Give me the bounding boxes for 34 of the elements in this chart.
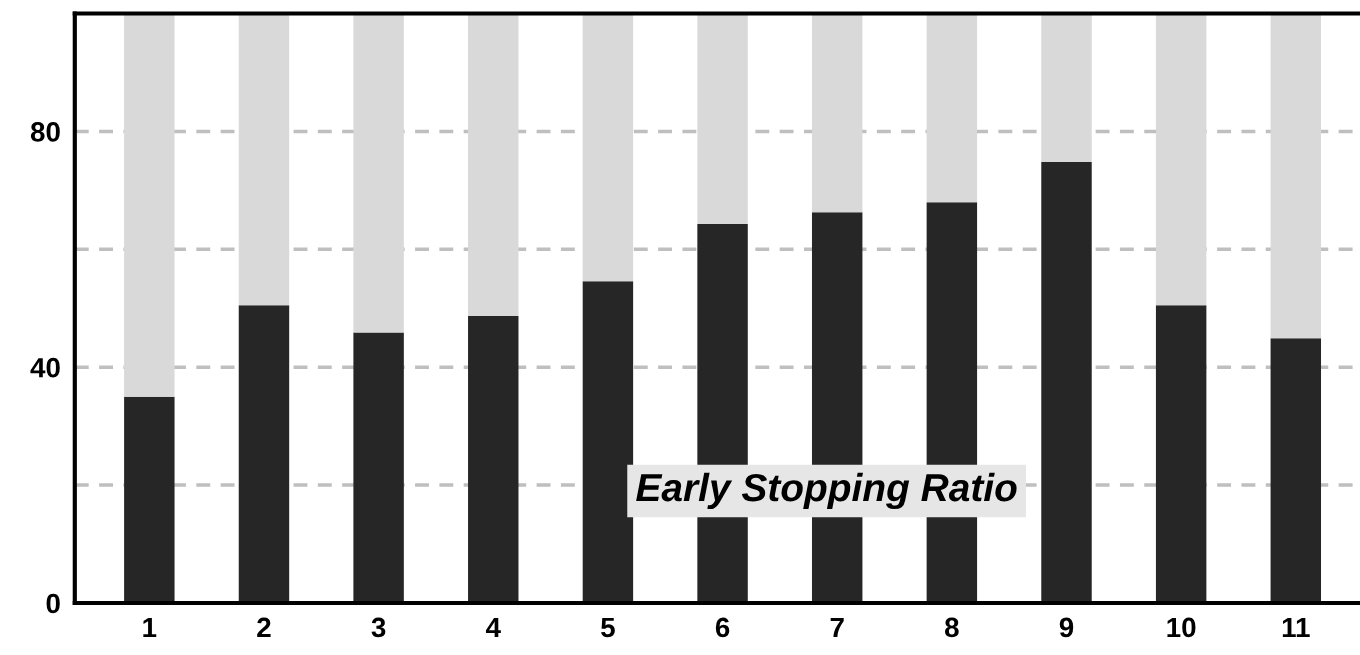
x-tick-label: 10 [1167,617,1196,638]
bar [1270,338,1322,603]
bar [124,13,175,397]
x-tick-label: 3 [371,617,386,638]
bar [124,396,175,603]
bar [582,281,634,603]
x-tick-label: 11 [1282,617,1310,638]
x-tick-label: 5 [601,617,615,638]
y-tick-label: 80 [30,122,60,142]
x-tick-label: 4 [485,617,501,638]
y-tick-label: 40 [30,357,60,378]
bar [1155,13,1207,306]
bar [1155,305,1207,603]
bar [582,13,634,282]
bar [926,13,978,203]
bar [697,13,748,224]
annotation: Early Stopping Ratio [636,472,1017,510]
bar [811,13,863,213]
bar [468,315,519,603]
bar [1041,13,1092,163]
bar [353,13,404,333]
bar [238,13,290,306]
x-tick-label: 2 [257,617,271,638]
bar [1041,162,1092,603]
bar [468,13,519,316]
bar [353,332,404,603]
x-tick-label: 8 [945,617,959,638]
x-tick-label: 9 [1059,617,1074,638]
x-tick-label: 1 [143,617,157,638]
bar [1270,13,1322,339]
x-tick-label: 7 [830,617,844,638]
x-tick-label: 6 [715,617,730,638]
bar [238,305,290,603]
y-tick-label: 0 [46,593,60,614]
